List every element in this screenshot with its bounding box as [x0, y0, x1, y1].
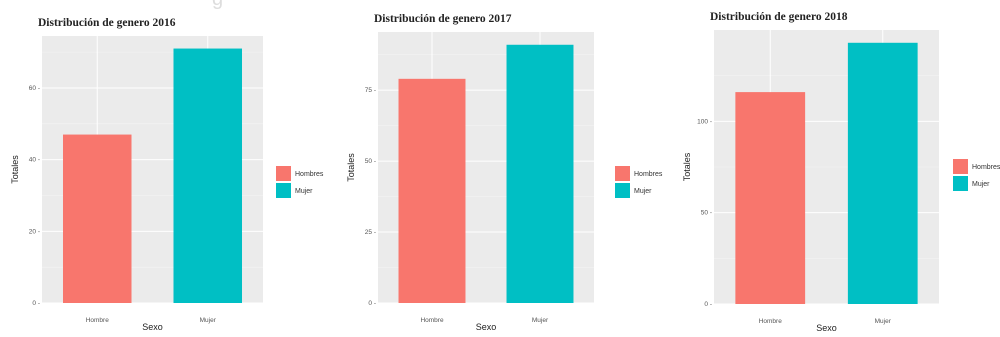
legend: Hombres Mujer	[615, 166, 663, 198]
chart-panel-2016: Distribución de genero 2016 0 - 20 - 40 - 60…	[0, 0, 330, 337]
legend-key	[276, 183, 291, 198]
y-tick-label: 75 -	[365, 87, 376, 94]
chart-title: Distribución de genero 2017	[374, 13, 512, 25]
bar-mujer	[173, 48, 243, 303]
cropped-text-fragment: g	[212, 0, 223, 11]
y-axis-title: Totales	[10, 155, 20, 184]
y-tick-label: 100 -	[697, 118, 712, 125]
x-tick-label: Mujer	[875, 318, 892, 325]
x-tick-label: Hombre	[759, 318, 783, 325]
y-tick-label: 0 -	[368, 300, 376, 307]
chart-title: Distribución de genero 2016	[38, 17, 176, 29]
chart-title: Distribución de genero 2018	[710, 11, 848, 23]
legend-label: Hombres	[634, 171, 663, 178]
x-tick-label: Hombre	[420, 317, 444, 324]
legend-label: Mujer	[634, 188, 652, 195]
legend-label: Hombres	[972, 164, 1000, 171]
y-tick-label: 0 -	[704, 301, 712, 308]
legend-key	[615, 166, 630, 181]
y-tick-label: 40 -	[29, 157, 40, 164]
bar-hombre	[398, 78, 466, 303]
x-tick-label: Mujer	[200, 317, 217, 324]
x-axis-title: Sexo	[476, 322, 497, 332]
legend-key	[953, 176, 968, 191]
legend-key	[276, 166, 291, 181]
chart-svg-2018: Distribución de genero 2018 0 - 50 - 100 - H…	[682, 11, 1000, 333]
chart-svg-2017: Distribución de genero 2017 0 - 25 - 50 - 75…	[346, 13, 663, 332]
x-tick-label: Mujer	[532, 317, 549, 324]
chart-svg-2016: Distribución de genero 2016 0 - 20 - 40 - 60…	[10, 17, 324, 332]
y-axis-title: Totales	[346, 153, 356, 182]
y-tick-label: 50 -	[365, 158, 376, 165]
x-tick-label: Hombre	[86, 317, 110, 324]
y-tick-label: 0 -	[32, 300, 40, 307]
bar-mujer	[847, 42, 918, 304]
bar-mujer	[506, 44, 574, 304]
y-tick-label: 20 -	[29, 228, 40, 235]
legend-label: Hombres	[295, 171, 324, 178]
legend-key	[615, 183, 630, 198]
y-tick-label: 60 -	[29, 85, 40, 92]
bar-hombre	[735, 92, 806, 305]
x-axis-title: Sexo	[816, 323, 837, 333]
x-axis-title: Sexo	[142, 322, 163, 332]
legend-label: Mujer	[972, 181, 990, 188]
legend: Hombres Mujer	[276, 166, 324, 198]
y-tick-label: 50 -	[701, 210, 712, 217]
legend-label: Mujer	[295, 188, 313, 195]
chart-panel-2017: Distribución de genero 2017 0 - 25 - 50 - 75…	[333, 0, 663, 337]
chart-panel-2018: Distribución de genero 2018 0 - 50 - 100 - H…	[672, 0, 1000, 337]
y-axis-title: Totales	[682, 152, 692, 181]
legend-key	[953, 159, 968, 174]
y-tick-label: 25 -	[365, 229, 376, 236]
bar-hombre	[62, 134, 132, 303]
legend: Hombres Mujer	[953, 159, 1000, 191]
